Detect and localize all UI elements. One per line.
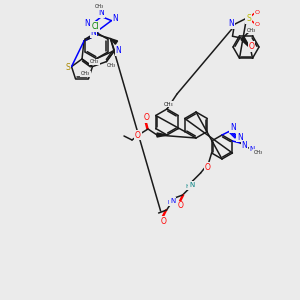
Text: CH₃: CH₃ bbox=[107, 63, 116, 68]
Text: N: N bbox=[230, 124, 236, 133]
Text: CH₃: CH₃ bbox=[164, 101, 174, 106]
Text: N: N bbox=[112, 14, 118, 23]
Text: N: N bbox=[229, 19, 234, 28]
Text: N: N bbox=[170, 198, 175, 204]
Text: O: O bbox=[178, 202, 184, 211]
Text: S: S bbox=[246, 14, 251, 23]
Text: O: O bbox=[135, 130, 141, 140]
Polygon shape bbox=[157, 133, 167, 137]
Text: CH₃: CH₃ bbox=[254, 149, 263, 154]
Text: S: S bbox=[65, 63, 70, 72]
Text: N: N bbox=[91, 28, 96, 37]
Text: N: N bbox=[99, 8, 104, 17]
Text: N: N bbox=[189, 182, 194, 188]
Polygon shape bbox=[241, 37, 250, 48]
Text: N: N bbox=[237, 133, 243, 142]
Text: H: H bbox=[185, 184, 190, 190]
Text: CH₃: CH₃ bbox=[81, 71, 90, 76]
Text: O: O bbox=[144, 113, 150, 122]
Text: N: N bbox=[242, 140, 247, 149]
Text: Cl: Cl bbox=[92, 22, 99, 31]
Text: N: N bbox=[116, 46, 121, 55]
Text: CH₃: CH₃ bbox=[95, 4, 104, 9]
Text: H: H bbox=[167, 200, 172, 206]
Polygon shape bbox=[110, 39, 118, 44]
Text: O: O bbox=[161, 217, 167, 226]
Text: O: O bbox=[205, 163, 211, 172]
Text: O: O bbox=[255, 22, 260, 27]
Text: O: O bbox=[249, 42, 254, 51]
Text: O: O bbox=[255, 10, 260, 15]
Text: N: N bbox=[85, 19, 90, 28]
Text: CH₃: CH₃ bbox=[247, 28, 256, 33]
Text: N: N bbox=[250, 146, 255, 152]
Text: CH₃: CH₃ bbox=[90, 59, 99, 64]
